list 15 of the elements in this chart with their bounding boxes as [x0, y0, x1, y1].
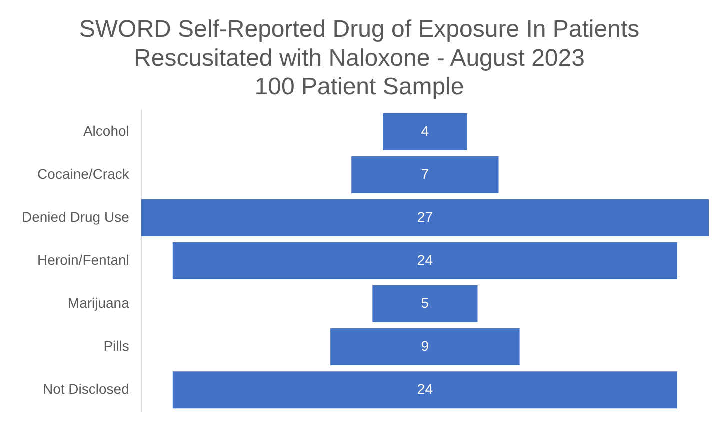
category-label: Pills [104, 338, 130, 354]
category-label: Marijuana [68, 294, 130, 311]
data-label: 4 [421, 122, 430, 139]
data-label: 7 [421, 166, 430, 182]
data-label: 27 [417, 208, 434, 225]
category-label: Heroin/Fentanl [38, 252, 130, 268]
category-label: Denied Drug Use [22, 208, 130, 225]
category-label: Cocaine/Crack [38, 166, 130, 182]
category-label: Not Disclosed [43, 380, 130, 397]
data-label: 24 [417, 380, 434, 397]
data-label: 5 [421, 294, 430, 311]
data-label: 24 [417, 252, 434, 268]
data-label: 9 [421, 338, 430, 354]
text: SWORD Self-Reported Drug of Exposure In Patients Rescusitated with Naloxone - August 2023 100 Patient Sample [79, 16, 640, 101]
category-label: Alcohol [83, 122, 130, 139]
